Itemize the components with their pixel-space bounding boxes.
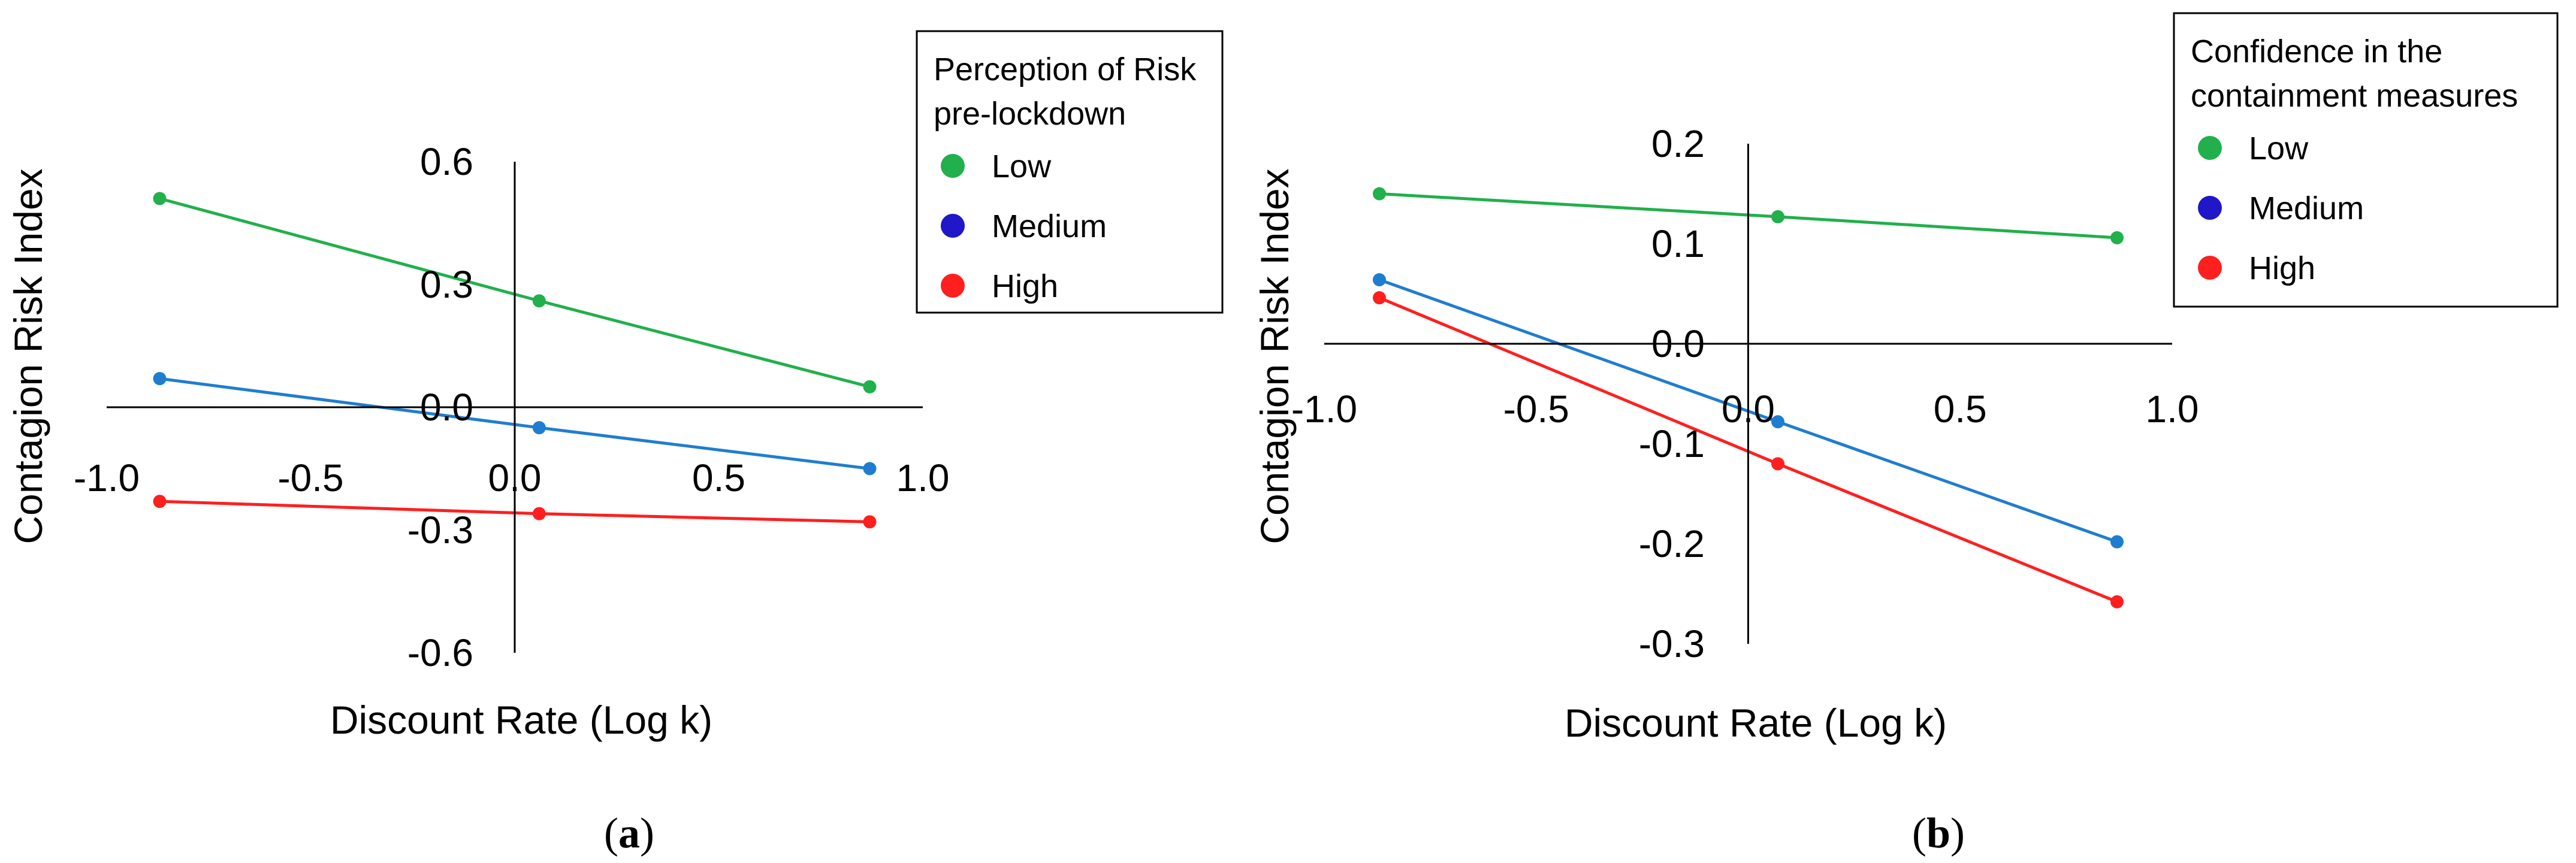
legend-title-line: Confidence in the (2191, 34, 2442, 69)
legend-label: Low (2249, 131, 2309, 166)
x-tick-label: 0.5 (1934, 387, 1987, 431)
x-tick-label: -1.0 (74, 456, 140, 499)
legend-marker-medium (941, 214, 965, 238)
y-tick-label: 0.1 (1651, 222, 1705, 265)
y-tick-label: 0.3 (420, 263, 473, 306)
legend-box (2173, 12, 2559, 308)
legend-title-line: pre-lockdown (934, 96, 1126, 132)
panel-label: (b) (1912, 809, 1965, 857)
legend-label: Low (992, 149, 1052, 184)
x-tick-label: 1.0 (2146, 387, 2199, 431)
panel-label-open: ( (1912, 809, 1926, 857)
panel-label-open: ( (604, 809, 618, 857)
x-axis-title: Discount Rate (Log k) (1565, 701, 1947, 745)
y-tick-labels: 0.6 0.3 0.0 -0.3 -0.6 (407, 140, 473, 674)
y-tick-label: -0.3 (407, 508, 473, 552)
y-axis-title: Contagion Risk Index (6, 168, 50, 544)
y-tick-label: 0.2 (1651, 122, 1705, 165)
x-tick-labels: -1.0 -0.5 0.0 0.5 1.0 (1291, 387, 2199, 431)
panel-label-letter: b (1926, 809, 1950, 857)
legend-title-line: containment measures (2191, 78, 2518, 114)
y-tick-label: 0.0 (420, 386, 473, 429)
data-point-high (1372, 291, 1386, 305)
data-point-low (863, 380, 877, 393)
y-tick-label: -0.2 (1639, 522, 1705, 565)
y-tick-label: -0.6 (407, 631, 473, 674)
data-point-high (2110, 595, 2124, 608)
data-point-medium (1771, 415, 1785, 429)
y-tick-label: -0.3 (1639, 622, 1705, 665)
data-point-medium (863, 462, 877, 476)
legend-entries: Low Medium High (941, 149, 1107, 304)
data-point-medium (2110, 535, 2124, 549)
legend-label: Medium (992, 208, 1107, 244)
x-tick-label: -0.5 (277, 456, 343, 499)
chart-panel-a: -1.0 -0.5 0.0 0.5 1.0 0.6 0.3 0.0 -0.3 -0.6 Disc… (6, 30, 1224, 857)
y-tick-label: 0.6 (420, 140, 473, 183)
data-point-low (153, 192, 167, 205)
x-tick-labels: -1.0 -0.5 0.0 0.5 1.0 (74, 456, 950, 499)
data-point-high (1771, 457, 1785, 471)
y-tick-labels: 0.2 0.1 0.0 -0.1 -0.2 -0.3 (1639, 122, 1705, 665)
data-point-medium (532, 421, 546, 435)
legend-marker-high (2198, 256, 2222, 280)
data-point-low (1372, 187, 1386, 201)
data-point-high (153, 495, 167, 508)
legend-label: High (992, 268, 1058, 304)
legend-marker-medium (2198, 196, 2222, 220)
panel-label-close: ) (1950, 809, 1965, 857)
series-group (1372, 187, 2124, 608)
chart-panel-b: -1.0 -0.5 0.0 0.5 1.0 0.20.10.0-0.1-0.2-0.3 … (1252, 12, 2559, 857)
legend-entries: Low Medium High (2198, 131, 2364, 286)
data-point-high (863, 515, 877, 529)
y-axis-title: Contagion Risk Index (1252, 168, 1297, 544)
series-group (153, 192, 877, 529)
legend-label: High (2249, 250, 2315, 286)
data-point-high (532, 507, 546, 520)
panel-label-close: ) (640, 809, 654, 857)
y-tick-label: 0.0 (1651, 322, 1705, 365)
data-point-low (532, 294, 546, 308)
panel-label-letter: a (618, 809, 640, 857)
data-point-medium (1372, 273, 1386, 287)
x-tick-label: -1.0 (1291, 387, 1357, 431)
x-tick-label: 0.0 (1722, 387, 1775, 431)
legend-marker-low (941, 154, 965, 178)
x-tick-label: 1.0 (896, 456, 950, 499)
x-tick-label: 0.0 (488, 456, 542, 499)
legend-marker-high (941, 274, 965, 298)
legend: Perception of Risk pre-lockdown Low Mediu… (916, 30, 1224, 314)
y-tick-label: -0.1 (1639, 422, 1705, 465)
x-tick-label: -0.5 (1503, 387, 1569, 431)
data-point-low (2110, 231, 2124, 244)
panel-label: (a) (604, 809, 654, 857)
legend-marker-low (2198, 136, 2222, 160)
legend-label: Medium (2249, 190, 2364, 226)
x-tick-label: 0.5 (692, 456, 745, 499)
x-axis-title: Discount Rate (Log k) (330, 698, 712, 742)
data-point-low (1771, 210, 1785, 223)
data-point-medium (153, 372, 167, 386)
legend-box (916, 30, 1224, 314)
legend-title-line: Perception of Risk (934, 52, 1197, 87)
legend: Confidence in the containment measures L… (2173, 12, 2559, 308)
